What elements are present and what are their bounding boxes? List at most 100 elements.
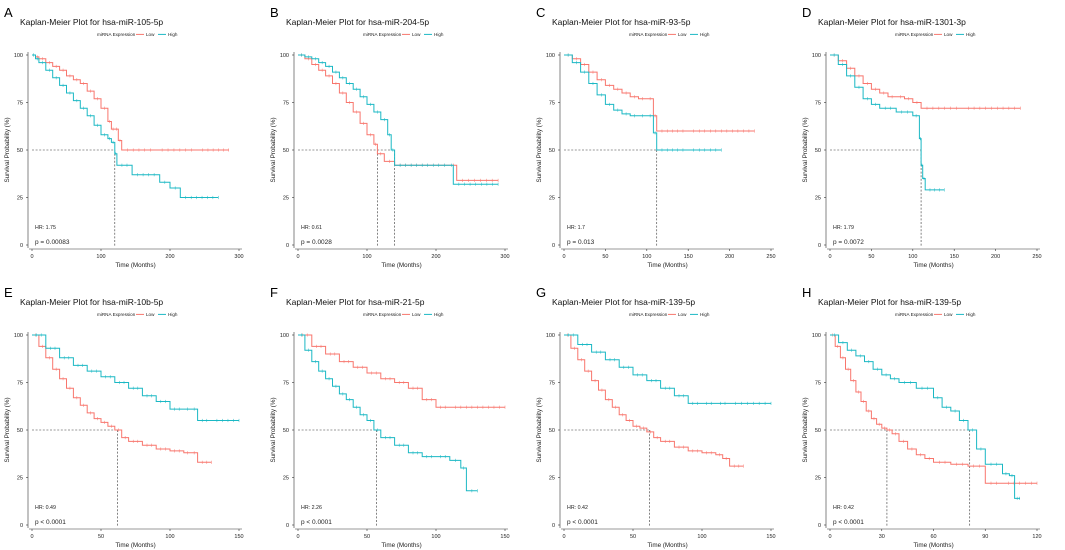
y-tick-label: 0 [286, 523, 289, 529]
panel-letter: G [536, 285, 546, 300]
legend-high-label: High [966, 312, 976, 317]
km-curve-high [32, 54, 219, 198]
y-axis-label: Survival Probability (%) [270, 397, 277, 462]
x-tick-label: 100 [96, 254, 105, 260]
panel-letter: D [802, 5, 811, 20]
y-tick-label: 75 [549, 381, 555, 387]
p-value-label: p < 0.0001 [567, 519, 598, 526]
y-tick-label: 50 [283, 428, 289, 434]
x-tick-label: 100 [362, 254, 371, 260]
x-tick-label: 0 [562, 254, 565, 260]
y-tick-label: 25 [815, 476, 821, 482]
km-curve-high [298, 54, 499, 185]
x-tick-label: 0 [562, 534, 565, 540]
hazard-ratio-label: HR: 0.42 [567, 505, 588, 511]
x-tick-label: 100 [642, 254, 651, 260]
y-tick-label: 0 [20, 523, 23, 529]
hazard-ratio-label: HR: 2.26 [301, 505, 322, 511]
x-tick-label: 250 [766, 254, 775, 260]
x-tick-label: 300 [500, 254, 509, 260]
p-value-label: p < 0.0001 [35, 519, 66, 526]
x-tick-label: 120 [1032, 534, 1041, 540]
km-panel-e: E Kaplan-Meier Plot for hsa-miR-10b-5p miR… [4, 285, 244, 549]
hazard-ratio-label: HR: 0.49 [35, 505, 56, 511]
y-tick-label: 100 [280, 53, 289, 59]
panel-title: Kaplan-Meier Plot for hsa-miR-139-5p [818, 297, 961, 307]
legend-low-label: Low [944, 312, 953, 317]
y-tick-label: 0 [552, 523, 555, 529]
x-tick-label: 200 [165, 254, 174, 260]
x-tick-label: 50 [364, 534, 370, 540]
y-tick-label: 50 [549, 148, 555, 154]
y-tick-label: 75 [283, 381, 289, 387]
km-curve-low [830, 334, 1037, 484]
y-tick-label: 50 [815, 428, 821, 434]
legend-low-label: Low [146, 32, 155, 37]
x-axis-label: Time (Months) [115, 542, 155, 549]
km-curve-low [830, 54, 1021, 109]
x-tick-label: 0 [30, 254, 33, 260]
x-axis-label: Time (Months) [115, 262, 155, 269]
panel-letter: C [536, 5, 545, 20]
legend-high-label: High [700, 32, 710, 37]
km-curve-low [32, 54, 229, 151]
y-tick-label: 50 [283, 148, 289, 154]
panel-letter: E [4, 285, 13, 300]
legend-high-label: High [434, 32, 444, 37]
x-tick-label: 0 [30, 534, 33, 540]
x-axis-label: Time (Months) [913, 262, 953, 269]
x-tick-label: 150 [766, 534, 775, 540]
km-panel-g: G Kaplan-Meier Plot for hsa-miR-139-5p miR… [536, 285, 776, 549]
x-tick-label: 100 [165, 534, 174, 540]
p-value-label: p = 0.013 [567, 239, 595, 246]
km-panel-a: A Kaplan-Meier Plot for hsa-miR-105-5p miR… [4, 5, 244, 269]
x-tick-label: 90 [982, 534, 988, 540]
y-tick-label: 100 [14, 53, 23, 59]
y-axis-label: Survival Probability (%) [536, 117, 543, 182]
y-tick-label: 0 [818, 243, 821, 249]
y-axis-label: Survival Probability (%) [802, 397, 809, 462]
x-tick-label: 100 [697, 534, 706, 540]
hazard-ratio-label: HR: 1.79 [833, 225, 854, 231]
x-tick-label: 0 [828, 254, 831, 260]
legend-low-label: Low [412, 312, 421, 317]
y-tick-label: 75 [549, 101, 555, 107]
legend-high-label: High [700, 312, 710, 317]
x-axis-label: Time (Months) [913, 542, 953, 549]
legend-title: miRNA Expression [895, 312, 934, 317]
panel-title: Kaplan-Meier Plot for hsa-miR-105-5p [20, 17, 163, 27]
y-tick-label: 0 [20, 243, 23, 249]
legend-title: miRNA Expression [363, 312, 402, 317]
x-tick-label: 150 [950, 254, 959, 260]
km-curve-high [830, 334, 1020, 499]
legend-low-label: Low [412, 32, 421, 37]
legend-high-label: High [966, 32, 976, 37]
panel-title: Kaplan-Meier Plot for hsa-miR-139-5p [552, 297, 695, 307]
panel-letter: B [270, 5, 279, 20]
y-tick-label: 100 [812, 333, 821, 339]
x-tick-label: 150 [234, 534, 243, 540]
p-value-label: p < 0.0001 [833, 519, 864, 526]
km-curve-high [564, 334, 771, 404]
panel-title: Kaplan-Meier Plot for hsa-miR-1301-3p [818, 17, 966, 27]
x-tick-label: 50 [630, 534, 636, 540]
km-curve-high [830, 54, 945, 191]
p-value-label: p = 0.0028 [301, 239, 332, 246]
y-tick-label: 50 [17, 428, 23, 434]
legend-high-label: High [168, 312, 178, 317]
y-tick-label: 0 [552, 243, 555, 249]
y-tick-label: 25 [17, 196, 23, 202]
y-tick-label: 75 [815, 381, 821, 387]
y-tick-label: 75 [17, 381, 23, 387]
legend-title: miRNA Expression [97, 312, 136, 317]
x-axis-label: Time (Months) [647, 542, 687, 549]
x-tick-label: 30 [879, 534, 885, 540]
x-tick-label: 60 [930, 534, 936, 540]
km-curve-low [564, 54, 755, 132]
legend-title: miRNA Expression [97, 32, 136, 37]
y-tick-label: 0 [286, 243, 289, 249]
y-tick-label: 100 [14, 333, 23, 339]
x-tick-label: 200 [431, 254, 440, 260]
x-tick-label: 50 [602, 254, 608, 260]
